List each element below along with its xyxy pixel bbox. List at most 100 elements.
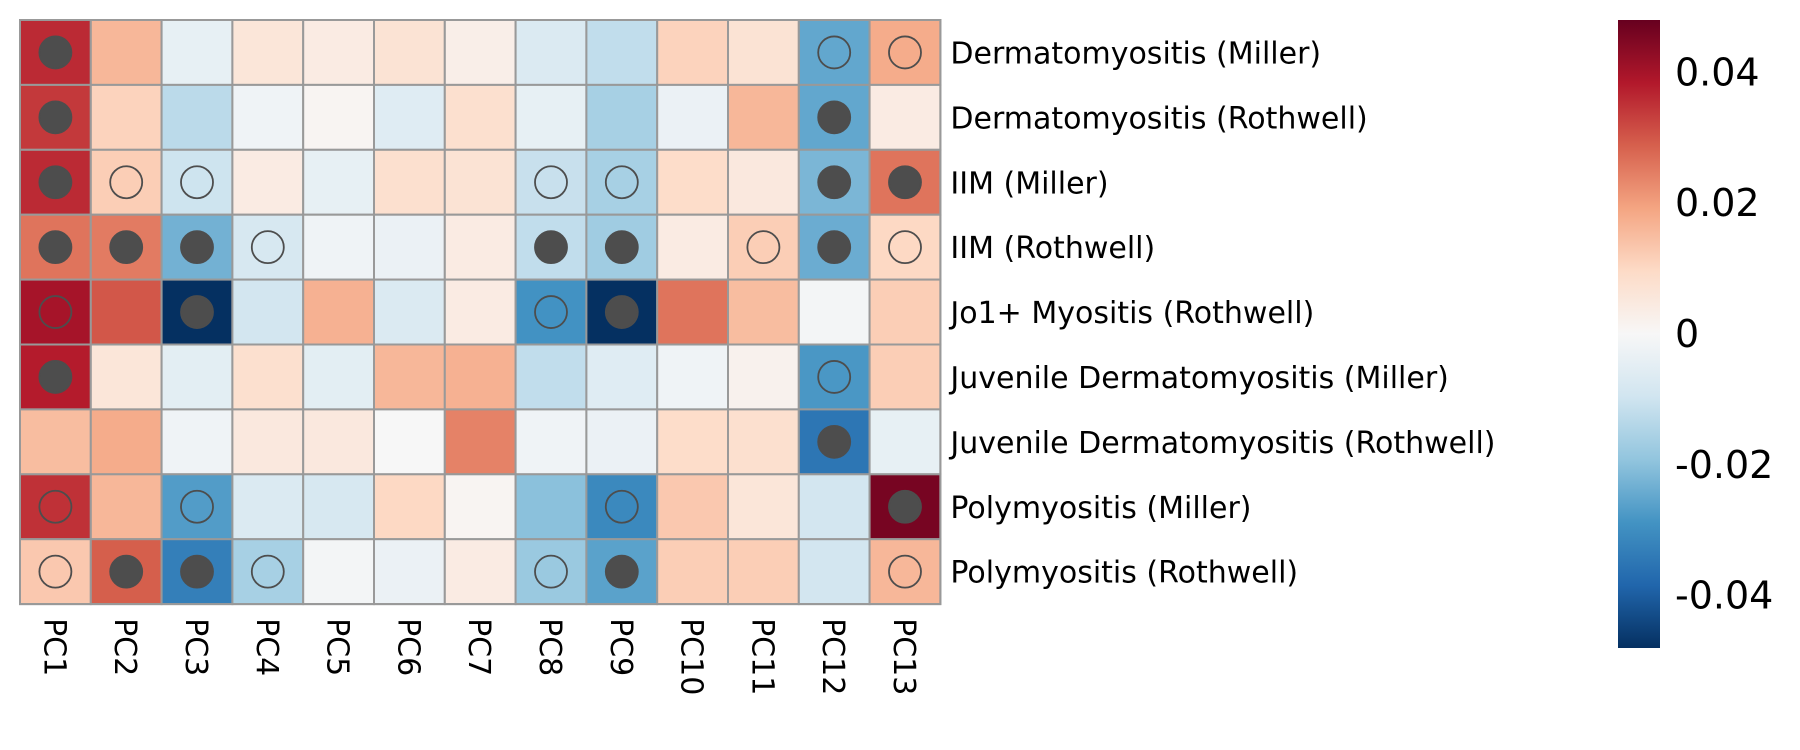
significance-marker-filled bbox=[604, 230, 639, 265]
heatmap-cell bbox=[89, 408, 163, 476]
column-label: PC8 bbox=[532, 618, 567, 676]
heatmap-cell bbox=[656, 278, 730, 346]
heatmap-cell bbox=[868, 83, 942, 151]
heatmap-cell bbox=[373, 19, 446, 86]
heatmap-cell bbox=[89, 473, 163, 541]
significance-marker-open bbox=[888, 230, 922, 265]
heatmap-cell bbox=[373, 473, 446, 541]
heatmap-cell bbox=[443, 408, 517, 476]
heatmap-cell bbox=[160, 473, 234, 541]
heatmap-cell bbox=[868, 408, 942, 476]
heatmap-cell bbox=[514, 538, 588, 606]
heatmap-cell bbox=[443, 83, 517, 151]
row-label: Polymyositis (Rothwell) bbox=[950, 556, 1298, 591]
significance-marker-filled bbox=[180, 230, 214, 265]
significance-marker-open bbox=[604, 489, 639, 524]
heatmap-cell bbox=[585, 148, 659, 216]
colorbar-tick-label: 0.04 bbox=[1675, 50, 1760, 94]
heatmap-cell bbox=[797, 538, 871, 606]
significance-marker-open bbox=[180, 165, 214, 200]
heatmap-cell bbox=[585, 83, 659, 151]
significance-markers bbox=[38, 35, 922, 589]
significance-marker-open bbox=[250, 554, 285, 589]
significance-marker-filled bbox=[817, 165, 852, 200]
heatmap-cell bbox=[231, 343, 305, 411]
heatmap-border bbox=[19, 19, 942, 606]
heatmap-cell bbox=[868, 343, 942, 411]
row-label: IIM (Miller) bbox=[950, 166, 1108, 201]
heatmap-cell bbox=[160, 148, 234, 216]
heatmap-cell bbox=[656, 19, 730, 86]
significance-marker-filled bbox=[180, 295, 214, 329]
heatmap-cell bbox=[302, 278, 376, 346]
heatmap-cell bbox=[302, 213, 376, 281]
heatmap-cell bbox=[231, 148, 305, 216]
heatmap-cell bbox=[514, 473, 588, 541]
heatmap-cell bbox=[231, 19, 305, 86]
heatmap-cell bbox=[585, 473, 659, 541]
significance-marker-filled bbox=[604, 554, 639, 589]
heatmap-cell bbox=[656, 83, 730, 151]
column-label: PC6 bbox=[390, 618, 425, 676]
significance-marker-open bbox=[38, 554, 73, 589]
heatmap-cell bbox=[373, 213, 446, 281]
colorbar-gradient bbox=[1618, 20, 1660, 648]
heatmap-cell bbox=[797, 473, 871, 541]
heatmap-cell bbox=[89, 278, 163, 346]
heatmap-cell bbox=[19, 538, 92, 606]
colorbar-tick-label: 0 bbox=[1675, 312, 1699, 356]
heatmap-cells bbox=[19, 19, 942, 606]
significance-marker-filled bbox=[38, 230, 73, 265]
row-label: Juvenile Dermatomyositis (Rothwell) bbox=[948, 426, 1495, 461]
heatmap-cell bbox=[727, 213, 800, 281]
significance-marker-filled bbox=[38, 35, 73, 70]
column-label: PC2 bbox=[107, 618, 142, 676]
heatmap-cell bbox=[727, 278, 800, 346]
heatmap-cell bbox=[19, 473, 92, 541]
row-label: IIM (Rothwell) bbox=[950, 231, 1155, 266]
heatmap-cell bbox=[656, 408, 730, 476]
column-label: PC13 bbox=[886, 618, 921, 695]
heatmap-cell bbox=[727, 408, 800, 476]
heatmap-cell bbox=[868, 278, 942, 346]
significance-marker-filled bbox=[38, 100, 73, 135]
significance-marker-filled bbox=[180, 554, 214, 589]
heatmap-cell bbox=[514, 148, 588, 216]
significance-marker-filled bbox=[817, 100, 852, 135]
heatmap-cell bbox=[727, 538, 800, 606]
heatmap-cell bbox=[443, 343, 517, 411]
heatmap-cell bbox=[89, 148, 163, 216]
heatmap-cell bbox=[727, 83, 800, 151]
heatmap-cell bbox=[797, 343, 871, 411]
heatmap-cell bbox=[89, 83, 163, 151]
significance-marker-open bbox=[817, 360, 852, 394]
heatmap-cell bbox=[585, 408, 659, 476]
heatmap-cell bbox=[443, 278, 517, 346]
column-label: PC3 bbox=[178, 618, 213, 676]
heatmap-cell bbox=[160, 343, 234, 411]
significance-marker-open bbox=[109, 165, 144, 200]
heatmap-cell bbox=[443, 538, 517, 606]
heatmap-cell bbox=[585, 343, 659, 411]
heatmap-cell bbox=[656, 343, 730, 411]
heatmap-cell bbox=[514, 19, 588, 86]
column-label: PC5 bbox=[320, 618, 355, 676]
column-label: PC10 bbox=[674, 618, 709, 695]
heatmap-cell bbox=[302, 538, 376, 606]
significance-marker-open bbox=[38, 295, 73, 329]
heatmap-cell bbox=[443, 19, 517, 86]
heatmap-cell bbox=[656, 473, 730, 541]
significance-marker-open bbox=[604, 165, 639, 200]
heatmap-cell bbox=[868, 538, 942, 606]
significance-marker-open bbox=[534, 165, 568, 200]
significance-marker-open bbox=[250, 230, 285, 265]
heatmap-cell bbox=[443, 213, 517, 281]
heatmap-cell bbox=[373, 538, 446, 606]
column-label: PC7 bbox=[461, 618, 496, 676]
heatmap-cell bbox=[585, 278, 659, 346]
colorbar: 0.04 0.02 0 -0.02 -0.04 bbox=[1618, 20, 1773, 648]
heatmap-cell bbox=[302, 408, 376, 476]
heatmap-cell bbox=[89, 213, 163, 281]
significance-marker-open bbox=[817, 35, 852, 70]
